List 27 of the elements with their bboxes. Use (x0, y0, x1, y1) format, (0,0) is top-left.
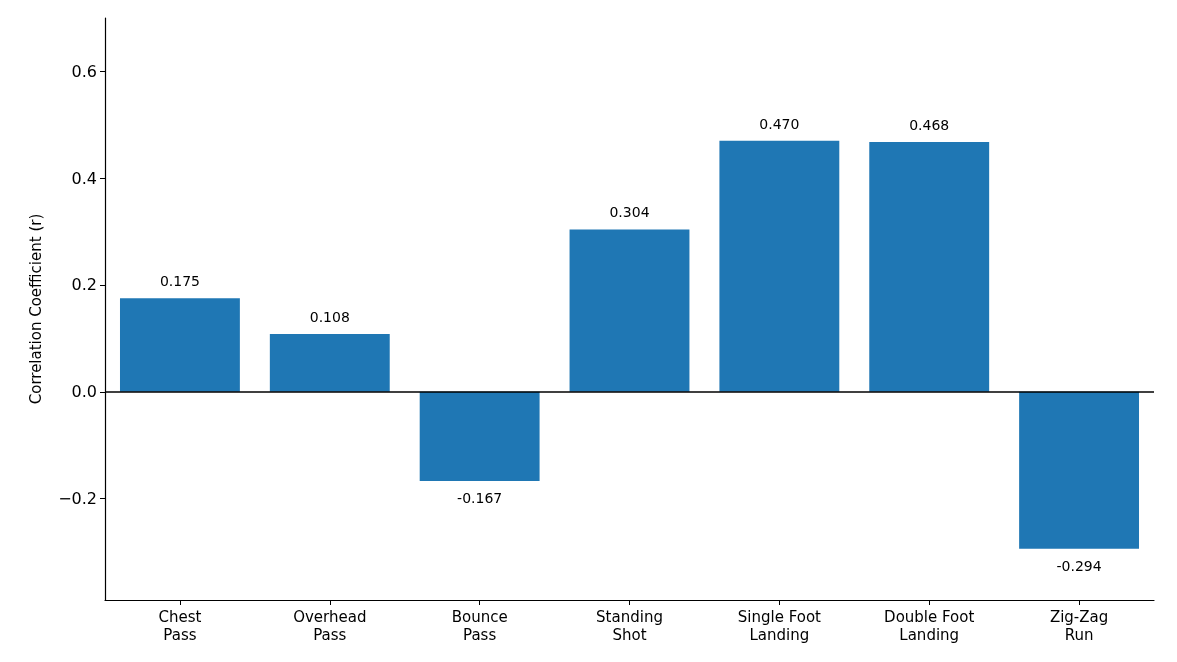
bar (719, 140, 840, 392)
bar (419, 391, 540, 481)
y-axis-title: Correlation Coefficient (r) (26, 213, 45, 405)
x-tick-label: Chest Pass (158, 608, 202, 644)
bar (269, 334, 390, 392)
data-label: 0.470 (759, 115, 800, 132)
bar (119, 298, 240, 392)
y-tick-label: 0.0 (71, 382, 97, 402)
x-tick-label: Zig-Zag Run (1049, 608, 1109, 644)
x-tick-label: Single Foot Landing (737, 608, 822, 644)
data-label: 0.304 (609, 204, 650, 221)
y-tick-label: −0.2 (58, 489, 97, 509)
data-label: -0.167 (457, 489, 503, 506)
x-tick-label: Overhead Pass (293, 608, 367, 644)
bar (1019, 391, 1140, 549)
x-tick-label: Bounce Pass (451, 608, 508, 644)
y-tick-label: 0.6 (71, 61, 97, 81)
x-tick-label: Standing Shot (596, 608, 663, 644)
y-tick-label: 0.2 (71, 275, 97, 295)
y-tick-label: 0.4 (71, 168, 97, 188)
data-label: 0.108 (309, 309, 350, 326)
data-label: 0.468 (909, 116, 950, 133)
data-label: 0.175 (159, 273, 200, 290)
bar (869, 141, 990, 392)
bar (569, 229, 690, 392)
x-tick-label: Double Foot Landing (884, 608, 975, 644)
data-label: -0.294 (1056, 557, 1102, 574)
